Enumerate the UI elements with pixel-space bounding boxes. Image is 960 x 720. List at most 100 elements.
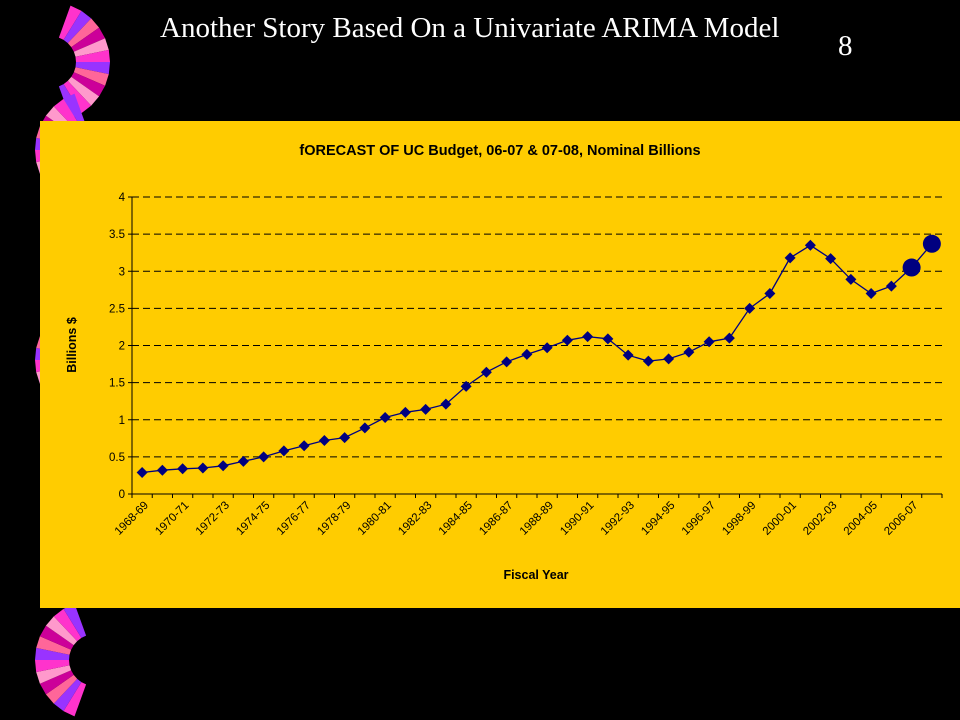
decor-segment bbox=[39, 625, 74, 650]
gridlines bbox=[132, 196, 942, 458]
data-point bbox=[865, 288, 877, 300]
data-point bbox=[501, 356, 513, 368]
y-tick-label: 3 bbox=[119, 266, 125, 278]
data-point bbox=[359, 422, 371, 434]
decor-segment bbox=[73, 38, 109, 57]
x-tick-label: 1984-85 bbox=[437, 499, 475, 537]
x-tick-label: 1978-79 bbox=[315, 499, 353, 537]
series-budget bbox=[136, 234, 941, 478]
data-point bbox=[177, 463, 189, 475]
x-tick-label: 2006-07 bbox=[882, 499, 920, 537]
data-point bbox=[379, 412, 391, 424]
data-point bbox=[318, 435, 330, 447]
decor-segment bbox=[67, 76, 100, 106]
data-point bbox=[541, 342, 553, 354]
x-tick-label: 1972-73 bbox=[194, 499, 232, 537]
data-point bbox=[440, 398, 452, 410]
forecast-line-chart: fORECAST OF UC Budget, 06-07 & 07-08, No… bbox=[65, 143, 943, 582]
data-point bbox=[703, 336, 715, 348]
data-point bbox=[582, 331, 594, 343]
x-tick-label: 1990-91 bbox=[558, 499, 596, 537]
decor-segment bbox=[63, 603, 87, 638]
x-tick-label: 1996-97 bbox=[680, 499, 718, 537]
decor-segment bbox=[63, 93, 87, 128]
data-point bbox=[885, 280, 897, 292]
decor-segment bbox=[36, 636, 72, 655]
data-point bbox=[723, 332, 735, 344]
data-point bbox=[622, 349, 634, 361]
x-tick-label: 1980-81 bbox=[356, 499, 394, 537]
decor-segment bbox=[35, 647, 70, 660]
y-tick-label: 2 bbox=[119, 341, 125, 353]
decor-segment bbox=[39, 670, 74, 695]
decor-segment bbox=[63, 682, 87, 717]
x-tick-labels: 1968-69 1970-71 1972-73 1974-75 1976-77 1978-… bbox=[113, 499, 921, 537]
decor-segment bbox=[71, 27, 106, 52]
x-axis-title: Fiscal Year bbox=[503, 568, 568, 582]
data-point bbox=[156, 464, 168, 476]
data-point bbox=[521, 348, 533, 360]
data-point bbox=[237, 455, 249, 467]
x-tick-label: 1968-69 bbox=[113, 499, 151, 537]
data-point bbox=[602, 333, 614, 345]
y-tick-label: 0 bbox=[119, 489, 125, 501]
data-point bbox=[339, 432, 351, 444]
x-tick-label: 1982-83 bbox=[396, 499, 434, 537]
forecast-point bbox=[902, 258, 921, 277]
data-point bbox=[480, 366, 492, 378]
decor-segment bbox=[45, 616, 78, 646]
series-line bbox=[142, 243, 933, 474]
data-point bbox=[825, 253, 837, 265]
slide-title: Another Story Based On a Univariate ARIM… bbox=[160, 12, 780, 44]
decor-segment bbox=[63, 10, 92, 44]
data-point bbox=[460, 380, 472, 392]
data-point bbox=[663, 353, 675, 365]
data-point bbox=[845, 273, 857, 285]
y-tick-label: 4 bbox=[119, 192, 126, 204]
x-tick-label: 2004-05 bbox=[842, 499, 880, 537]
data-point bbox=[784, 252, 796, 264]
y-tick-labels: 0 0.5 1 1.5 2 2.5 3 3.5 4 bbox=[109, 192, 126, 501]
x-tick-label: 2002-03 bbox=[801, 499, 839, 537]
decor-segment bbox=[67, 18, 100, 48]
x-tick-label: 1986-87 bbox=[477, 499, 515, 537]
data-point bbox=[420, 403, 432, 415]
data-point bbox=[744, 302, 756, 314]
slide-number: 8 bbox=[838, 30, 853, 62]
data-point bbox=[278, 445, 290, 457]
x-tick-label: 1970-71 bbox=[153, 499, 191, 537]
data-point bbox=[764, 288, 776, 300]
decor-segment bbox=[75, 49, 110, 62]
x-tick-label: 1988-89 bbox=[518, 499, 556, 537]
data-point bbox=[399, 406, 411, 418]
decor-segment bbox=[71, 72, 106, 97]
data-point bbox=[298, 440, 310, 452]
chart-panel: fORECAST OF UC Budget, 06-07 & 07-08, No… bbox=[40, 121, 960, 608]
chart-title: fORECAST OF UC Budget, 06-07 & 07-08, No… bbox=[299, 143, 700, 159]
data-point bbox=[136, 466, 148, 478]
data-point bbox=[804, 239, 816, 251]
y-tick-label: 1.5 bbox=[109, 378, 125, 390]
y-tick-label: 3.5 bbox=[109, 229, 125, 241]
decor-segment bbox=[45, 674, 78, 704]
data-point bbox=[258, 451, 270, 463]
decor-segment bbox=[58, 5, 82, 40]
forecast-point bbox=[922, 234, 941, 253]
decor-segment bbox=[75, 62, 110, 75]
y-tick-label: 2.5 bbox=[109, 303, 125, 315]
decor-segment bbox=[73, 67, 109, 86]
y-tick-label: 1 bbox=[119, 415, 125, 427]
decor-segment bbox=[35, 660, 70, 673]
decor-segment bbox=[53, 678, 82, 712]
decor-segment bbox=[36, 665, 72, 684]
decor-segment bbox=[53, 608, 82, 642]
x-tick-label: 1998-99 bbox=[720, 499, 758, 537]
data-point bbox=[561, 334, 573, 346]
y-axis-title: Billions $ bbox=[65, 317, 79, 373]
y-tick-label: 0.5 bbox=[109, 452, 125, 464]
data-point bbox=[197, 462, 209, 474]
x-tick-label: 1974-75 bbox=[234, 499, 272, 537]
x-tick-label: 1994-95 bbox=[639, 499, 677, 537]
x-tick-label: 1992-93 bbox=[599, 499, 637, 537]
axes bbox=[128, 196, 943, 498]
